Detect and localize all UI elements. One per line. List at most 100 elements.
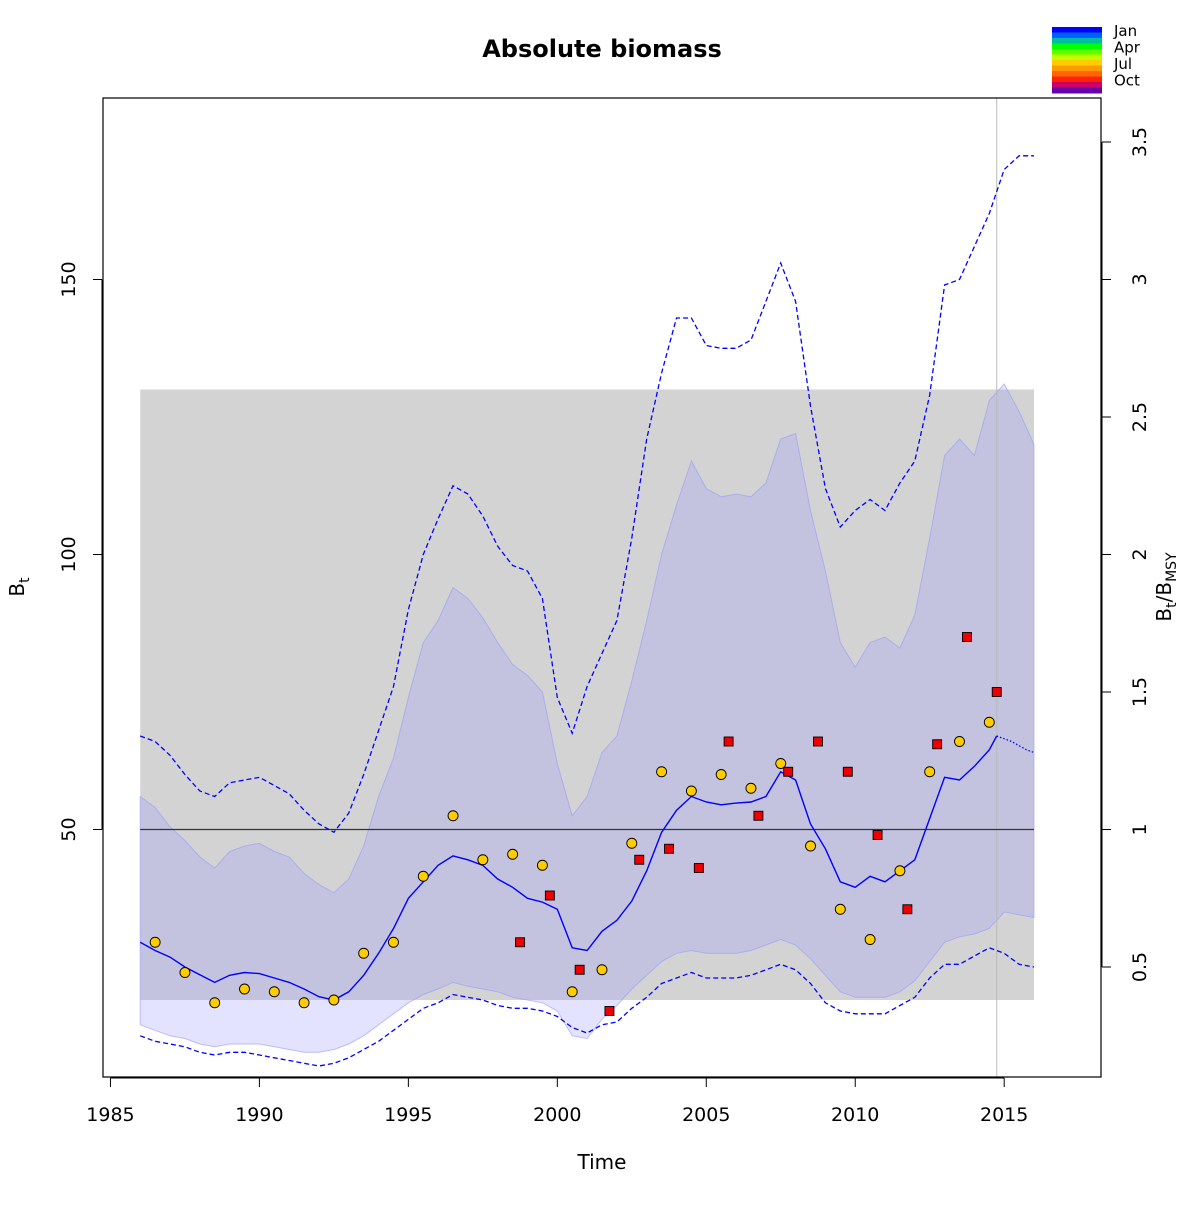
axes-layer: 1985 1990 1995 2000 2005 2010 2015 50 100 150 0.5 1…: [58, 127, 1151, 1126]
index1-point: [685, 785, 697, 797]
index1-point: [715, 769, 727, 780]
legend-color-swatch: [1052, 43, 1102, 50]
index1-point: [149, 936, 161, 948]
x-tick-label: 1995: [384, 1104, 432, 1126]
index1-point: [805, 840, 816, 852]
index1-point: [894, 865, 906, 877]
index2-point: [842, 766, 853, 777]
x-axis-label: Time: [577, 1150, 627, 1174]
bmsy-band-layer: [140, 389, 1034, 1000]
y2-tick-label: 3: [1129, 273, 1151, 285]
index2-point: [753, 810, 764, 821]
y2-axis-label-main: B: [1152, 608, 1176, 622]
y2-axis-label-denominator: B: [1152, 582, 1176, 596]
plot-frame: [102, 97, 1102, 1078]
y-axis-label: Bt: [5, 577, 33, 597]
prediction-upper-line: [139, 155, 1034, 834]
biomass-projection-line: [996, 735, 1035, 754]
index2-point: [723, 736, 734, 747]
y2-axis-label: Bt/BMSY: [1152, 552, 1180, 622]
x-tick-label: 1990: [235, 1104, 283, 1126]
index1-point: [298, 997, 310, 1009]
index1-point: [328, 994, 340, 1006]
index2-point: [634, 854, 645, 865]
index2-point: [902, 904, 913, 915]
index1-point: [775, 758, 787, 769]
lines-layer: [139, 98, 1035, 1077]
index1-point: [596, 964, 608, 976]
credible-interval-layer: [139, 383, 1035, 1053]
index2-point: [872, 830, 883, 840]
x-tick-label: 1985: [86, 1104, 134, 1126]
legend-color-swatch: [1052, 60, 1102, 66]
legend-color-swatch: [1052, 38, 1102, 44]
index2-point: [693, 863, 704, 873]
index1-point: [745, 782, 757, 794]
index2-point: [664, 843, 674, 854]
index2-point: [991, 687, 1002, 697]
y-axis-label-subscript: t: [17, 577, 33, 583]
y2-tick-label: 1.5: [1129, 677, 1151, 707]
y2-axis-label-denominator-subscript: MSY: [1164, 552, 1180, 582]
y2-axis-label-separator: /: [1152, 595, 1176, 602]
y2-tick-label: 1: [1129, 823, 1151, 835]
y2-tick-label: 2: [1129, 548, 1151, 560]
legend-month-label: Jul: [1113, 55, 1132, 73]
chart-title: Absolute biomass: [482, 35, 722, 63]
index1-point: [536, 859, 548, 871]
y-tick-label: 150: [58, 261, 80, 297]
x-tick-label: 2015: [980, 1104, 1028, 1126]
index1-point: [417, 870, 429, 882]
index2-point: [783, 766, 794, 777]
index1-point: [209, 997, 221, 1009]
legend-color-swatch: [1052, 65, 1102, 72]
index1-point: [834, 903, 846, 915]
index1-point: [566, 986, 578, 998]
y-tick-label: 50: [58, 817, 80, 841]
x-tick-label: 2005: [682, 1104, 730, 1126]
legend-color-swatch: [1052, 76, 1102, 83]
index2-point: [544, 890, 555, 901]
prediction-lower-line: [139, 947, 1035, 1067]
legend-color-swatch: [1052, 54, 1102, 61]
index2-point: [813, 736, 823, 747]
legend-color-swatch: [1052, 82, 1102, 88]
x-tick-label: 2010: [831, 1104, 879, 1126]
index1-point: [507, 848, 519, 860]
index2-point: [932, 739, 943, 750]
legend-month-label: Oct: [1114, 72, 1140, 90]
y-tick-label: 100: [58, 536, 80, 572]
observations-layer: [149, 632, 1002, 1016]
y2-tick-label: 0.5: [1129, 952, 1151, 982]
legend-month-label: Jan: [1113, 22, 1137, 40]
index2-point: [574, 964, 585, 975]
credible-interval-band: [139, 383, 1035, 1053]
legend-month-label: Apr: [1114, 39, 1141, 57]
index1-point: [626, 837, 638, 849]
index1-point: [447, 810, 459, 822]
index1-point: [358, 947, 370, 959]
index1-point: [179, 967, 191, 978]
legend-color-swatch: [1052, 49, 1102, 55]
legend-color-swatch: [1052, 71, 1102, 77]
legend-color-swatch: [1052, 87, 1102, 94]
y2-tick-label: 3.5: [1129, 127, 1151, 157]
index1-point: [268, 986, 280, 998]
index1-point: [388, 936, 399, 948]
index1-point: [924, 766, 936, 778]
y2-tick-label: 2.5: [1129, 402, 1151, 432]
y-axis-label-main: B: [5, 583, 29, 597]
index1-point: [656, 766, 668, 778]
index1-point: [954, 736, 965, 747]
legend-color-swatch: [1052, 27, 1102, 33]
index2-point: [604, 1006, 615, 1016]
index2-point: [515, 937, 526, 948]
index2-point: [961, 632, 972, 642]
bmsy-band: [140, 389, 1034, 1000]
biomass-median-line: [139, 735, 998, 1001]
index1-point: [864, 934, 876, 945]
index1-point: [239, 983, 250, 995]
